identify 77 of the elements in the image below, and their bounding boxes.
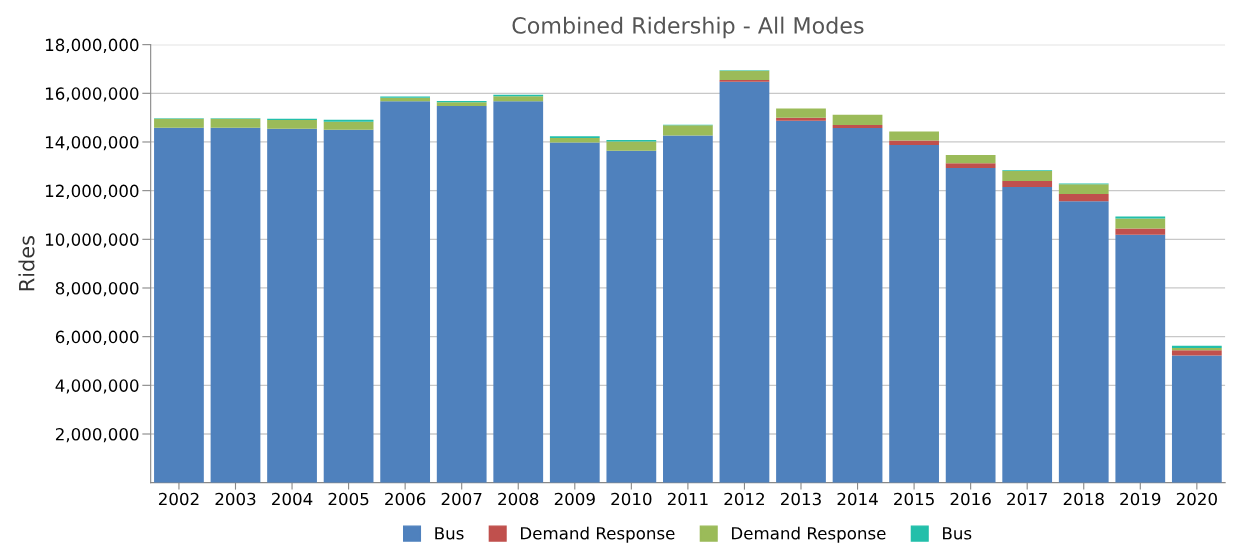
y-tick-label: 18,000,000 [45, 38, 139, 53]
x-tick-label: 2006 [385, 492, 426, 506]
bar [1115, 218, 1166, 229]
bar [776, 120, 826, 483]
bar [606, 141, 657, 151]
y-axis-title: Rides [18, 236, 35, 291]
x-tick-label: 2009 [554, 492, 595, 506]
chart-title: Combined Ridership - All Modes [512, 16, 864, 39]
bar [1058, 194, 1109, 202]
bar [210, 118, 261, 128]
x-tick-label: 2007 [441, 492, 482, 506]
bar [776, 108, 826, 118]
bar [945, 163, 996, 169]
x-tick-label: 2010 [611, 492, 652, 506]
legend-label: Demand Response [521, 526, 675, 543]
bar [1171, 350, 1222, 356]
bar [154, 118, 204, 128]
x-tick-label: 2019 [1120, 492, 1161, 506]
legend-label: Bus [943, 527, 972, 540]
bar [436, 105, 487, 483]
y-tick-label: 4,000,000 [55, 379, 139, 394]
bar [1115, 228, 1166, 235]
x-tick-label: 2008 [498, 492, 539, 506]
x-tick-label: 2004 [272, 492, 313, 506]
bar [1058, 184, 1109, 195]
bar [1115, 234, 1166, 483]
x-tick-label: 2005 [328, 492, 369, 506]
y-tick-label: 16,000,000 [45, 87, 139, 102]
y-tick-label: 12,000,000 [45, 184, 139, 199]
x-tick-label: 2020 [1176, 492, 1217, 506]
bar [1171, 355, 1222, 483]
bar [1002, 187, 1053, 483]
x-tick-label: 2016 [950, 492, 991, 506]
bar [1058, 201, 1109, 483]
y-tick-label: 6,000,000 [55, 330, 139, 345]
bar [889, 144, 939, 483]
x-tick-label: 2017 [1007, 492, 1047, 506]
bar [719, 70, 770, 80]
x-tick-label: 2003 [215, 492, 256, 506]
bar [719, 81, 770, 483]
bar [154, 127, 204, 483]
bar [549, 138, 600, 143]
bar [889, 131, 939, 141]
bar [832, 128, 883, 483]
bar [1002, 170, 1053, 181]
bar [267, 128, 317, 483]
x-tick-label: 2015 [894, 492, 934, 506]
bar [663, 125, 713, 136]
bar [945, 168, 996, 483]
legend-label: Bus [435, 527, 464, 540]
x-tick-label: 2002 [158, 492, 199, 506]
y-tick-label: 10,000,000 [45, 233, 139, 248]
x-tick-label: 2011 [667, 492, 708, 506]
bar [323, 121, 374, 130]
bar [1002, 180, 1053, 187]
legend-label: Demand Response [732, 526, 886, 543]
x-tick-label: 2014 [837, 492, 878, 506]
bar [267, 120, 317, 129]
bar [832, 124, 883, 129]
y-tick-label: 14,000,000 [45, 135, 139, 151]
bar [493, 101, 544, 483]
bar [493, 96, 544, 102]
bar [832, 114, 883, 125]
bar [889, 140, 939, 145]
bar [663, 135, 713, 483]
bar [606, 150, 657, 483]
bar [323, 129, 374, 483]
bar [549, 142, 600, 483]
bar [945, 155, 996, 164]
bar [210, 127, 261, 483]
bar [776, 117, 826, 121]
y-tick-label: 8,000,000 [55, 281, 139, 297]
x-tick-label: 2012 [724, 492, 764, 506]
bar [380, 101, 431, 483]
y-tick-label: 2,000,000 [55, 427, 139, 443]
x-tick-label: 2013 [781, 492, 821, 506]
x-tick-label: 2018 [1063, 492, 1104, 506]
